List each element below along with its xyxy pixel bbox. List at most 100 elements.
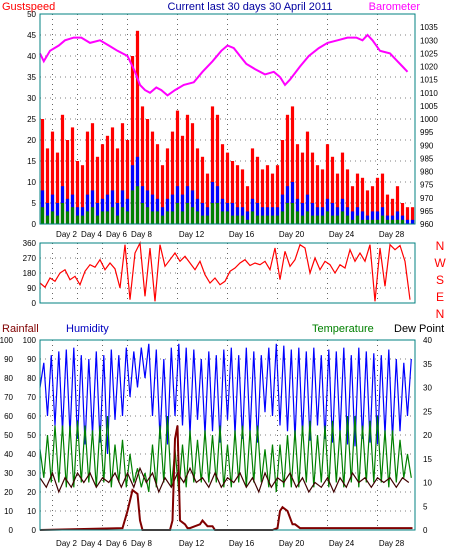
wind-low-bar [170, 211, 175, 224]
rain-left-ticks: 0 0 10 10 20 20 30 30 40 40 50 50 60 60 70 70 80 80 90 90 10… [0, 336, 37, 535]
gust-bar [370, 186, 375, 224]
avg-wind-bar [305, 194, 310, 224]
wind-low-bar [290, 203, 295, 224]
wind-low-bar [330, 215, 335, 224]
humidity-line [39, 343, 412, 455]
wind-low-bar [45, 215, 50, 224]
wind-low-bar [250, 211, 255, 224]
rain-left-tick-label: 50 [4, 431, 13, 440]
gust-bar [135, 30, 140, 224]
compass-label: S [436, 273, 444, 287]
barometer-tick-label: 960 [420, 220, 434, 229]
gust-bar [385, 194, 390, 224]
wind-left-tick-label: 10 [27, 178, 36, 187]
gust-bar [380, 173, 385, 224]
humidity-tick-label: 100 [23, 336, 37, 345]
wind-low-bar [350, 219, 355, 224]
gust-bar [190, 123, 195, 224]
gust-bar [405, 207, 410, 224]
rain-plot-frame [39, 339, 416, 531]
barometer-right-ticks: 960 965 970 975 980 985 990 995 1000 1005 1010 1015… [420, 23, 438, 229]
wind-low-bar [375, 219, 380, 224]
humidity-tick-label: 40 [27, 450, 36, 459]
wind-low-bar [140, 203, 145, 224]
wind-low-bar [390, 219, 395, 224]
wind-low-bar [335, 215, 340, 224]
gust-bar [200, 156, 205, 224]
gust-bar [265, 165, 270, 224]
wind-left-tick-label: 20 [27, 136, 36, 145]
gust-bar [40, 119, 45, 224]
gust-bar [150, 131, 155, 224]
avg-wind-bar [150, 194, 155, 224]
avg-wind-bar [375, 211, 380, 224]
wind-low-bar [225, 211, 230, 224]
gust-bar [330, 156, 335, 224]
gust-bar [345, 169, 350, 224]
wind-left-tick-label: 30 [27, 94, 36, 103]
avg-wind-bar [45, 203, 50, 224]
temperature-line-group [39, 415, 412, 493]
avg-wind-bar [360, 211, 365, 224]
barometer-tick-label: 1005 [420, 102, 438, 111]
compass-label: E [436, 290, 444, 304]
barometer-tick-label: 990 [420, 141, 434, 150]
avg-wind-bar [310, 203, 315, 224]
gust-bar [400, 203, 405, 224]
gust-bar [245, 186, 250, 224]
barometer-line-group [39, 33, 409, 97]
avg-wind-bar [405, 219, 410, 224]
wind-low-bar [325, 211, 330, 224]
gust-bar [305, 131, 310, 224]
gust-bar [225, 152, 230, 224]
gust-bar [375, 177, 380, 224]
gust-bar [125, 140, 130, 224]
barometer-tick-label: 1000 [420, 115, 438, 124]
wind-x-tick-label: Day 8 [131, 230, 152, 239]
wind-left-tick-label: 45 [27, 31, 36, 40]
gust-bar [75, 161, 80, 224]
wind-low-bar [155, 211, 160, 224]
gust-bar [110, 127, 115, 224]
rain-left-tick-label: 70 [4, 393, 13, 402]
rain-grid [40, 339, 415, 531]
wind-low-bar [100, 211, 105, 224]
humidity-tick-label: 20 [27, 488, 36, 497]
gust-bar [105, 135, 110, 224]
rain-x-tick-label: Day 2 [56, 539, 77, 548]
wind-x-tick-label: Day 20 [279, 230, 305, 239]
gust-bar [130, 56, 135, 224]
wind-x-tick-label: Day 4 [81, 230, 102, 239]
temperature-tick-label: 15 [423, 455, 432, 464]
rain-humidity-temp-chart: Rainfall Humidity Temperature Dew Point … [0, 323, 444, 548]
wind-low-bar [160, 215, 165, 224]
rain-x-tick-label: Day 12 [179, 539, 205, 548]
wind-low-bar [60, 203, 65, 224]
wind-x-tick-label: Day 6 [106, 230, 127, 239]
gust-bar [170, 131, 175, 224]
rain-x-ticks: Day 2 Day 4 Day 6 Day 8 Day 12 Day 16 Day 20 Da… [56, 539, 405, 548]
wind-low-bar [280, 211, 285, 224]
barometer-tick-label: 985 [420, 154, 434, 163]
wind-low-bar [145, 207, 150, 224]
gust-bar [195, 148, 200, 224]
barometer-tick-label: 1020 [420, 63, 438, 72]
rain-x-tick-label: Day 8 [131, 539, 152, 548]
avg-wind-bar [50, 194, 55, 224]
gust-bar [235, 165, 240, 224]
avg-wind-bar [395, 211, 400, 224]
temperature-tick-label: 25 [423, 407, 432, 416]
gust-bar [360, 177, 365, 224]
gust-bar [300, 152, 305, 224]
temperature-tick-label: 35 [423, 360, 432, 369]
wind-low-bar [185, 203, 190, 224]
rain-x-tick-label: Day 6 [106, 539, 127, 548]
dewpoint-line-group [39, 466, 410, 494]
wind-low-bar [90, 207, 95, 224]
temperature-axis-label: Temperature [312, 323, 374, 335]
wind-low-bar [50, 211, 55, 224]
gust-bar [220, 144, 225, 224]
wind-left-ticks: 0 5 10 15 20 25 30 35 40 45 50 [27, 10, 36, 229]
avg-wind-bar [55, 203, 60, 224]
